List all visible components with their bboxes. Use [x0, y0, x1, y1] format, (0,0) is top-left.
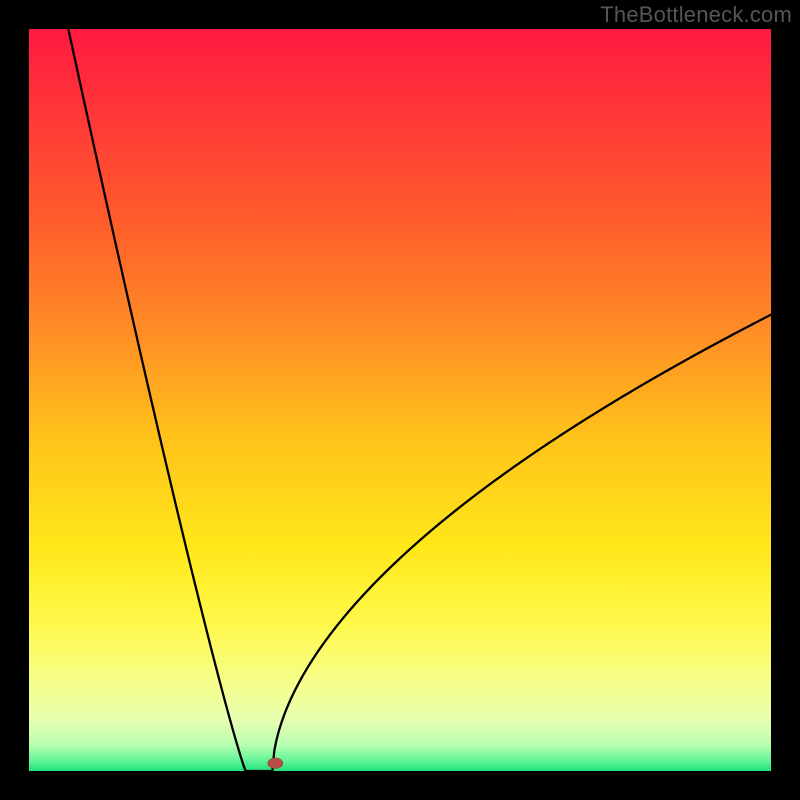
chart-container: TheBottleneck.com — [0, 0, 800, 800]
optimal-point-marker — [268, 758, 283, 768]
watermark-text: TheBottleneck.com — [600, 2, 792, 28]
bottleneck-chart — [0, 0, 800, 800]
gradient-background — [29, 29, 771, 771]
